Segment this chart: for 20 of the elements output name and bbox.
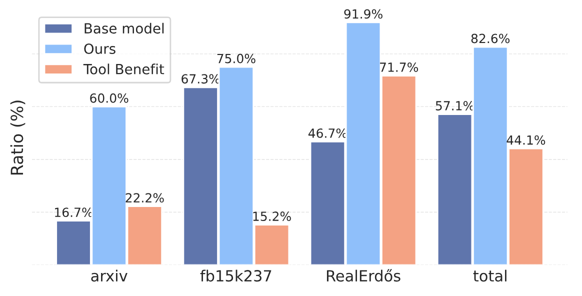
data-label: 67.3% — [182, 74, 220, 84]
data-label: 15.2% — [253, 212, 291, 222]
x-tick-label: arxiv — [91, 270, 128, 282]
legend-label: Tool Benefit — [83, 64, 164, 74]
data-label: 16.7% — [55, 208, 93, 218]
x-tick-label: RealErdős — [326, 269, 400, 282]
data-label: 91.9% — [344, 9, 382, 19]
x-tick-label: fb15k237 — [200, 270, 272, 282]
legend-label: Ours — [84, 43, 116, 54]
data-label: 44.1% — [506, 135, 546, 145]
data-label: 71.7% — [380, 62, 418, 72]
y-axis-title: Ratio (%) — [10, 100, 26, 174]
data-label: 82.6% — [471, 34, 510, 44]
data-label: 57.1% — [436, 101, 474, 110]
x-tick-label: total — [473, 270, 506, 282]
data-label: 75.0% — [217, 54, 256, 64]
data-label: 22.2% — [126, 193, 164, 203]
legend-label: Base model — [84, 22, 164, 34]
data-label: 60.0% — [90, 93, 128, 103]
data-label: 46.7% — [308, 128, 347, 138]
